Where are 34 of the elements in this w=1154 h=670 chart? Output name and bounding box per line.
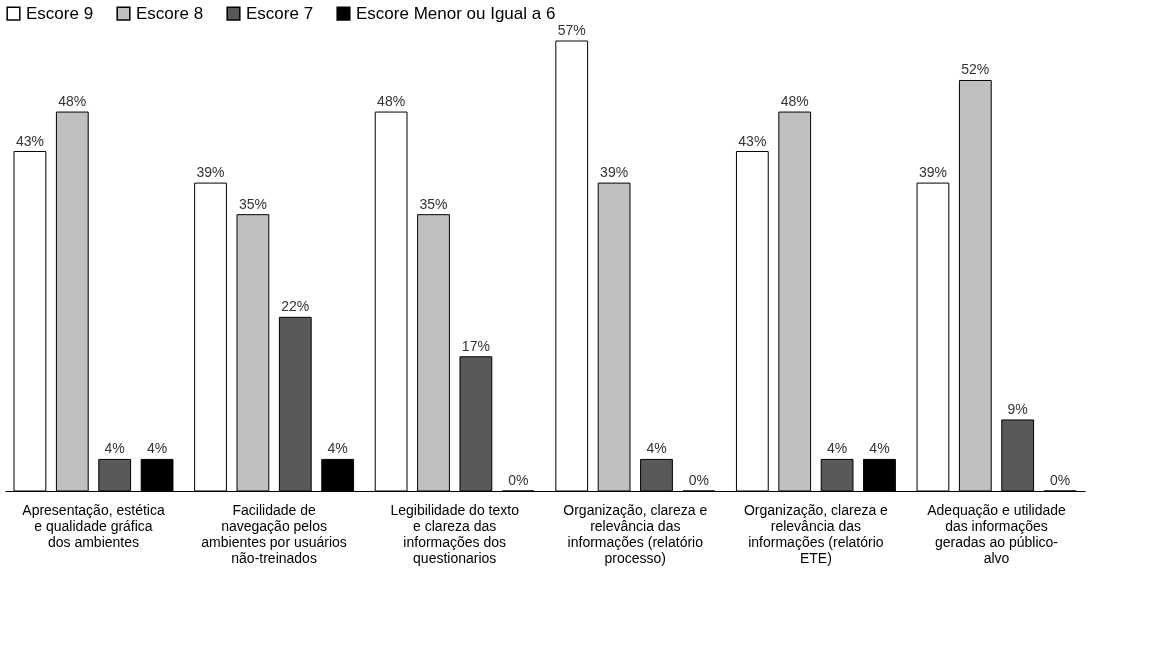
legend-label: Escore 7 [246, 3, 314, 23]
data-label: 4% [869, 440, 890, 457]
data-label: 4% [826, 440, 848, 457]
data-label: 48% [780, 93, 809, 110]
x-tick-label: Adequação e utilidade das informações geradas ao público-alvo [927, 501, 1066, 566]
legend-label: Escore Menor ou Igual a 6 [356, 3, 556, 23]
data-label: 4% [104, 440, 125, 457]
data-label: 35% [238, 195, 267, 212]
data-label: 17% [461, 337, 490, 354]
data-label: 52% [961, 61, 990, 78]
legend-label: Escore 9 [26, 3, 94, 23]
data-label: 4% [327, 440, 348, 457]
data-label: 48% [377, 93, 406, 110]
x-tick-label: Organização, clareza e relevância das informações (relatório processo) [563, 501, 708, 566]
data-label: 9% [1007, 400, 1028, 417]
data-label: 4% [146, 440, 168, 457]
data-label: 43% [15, 132, 44, 149]
data-label: 39% [600, 164, 629, 181]
data-label: 0% [1049, 472, 1071, 488]
data-label: 0% [688, 472, 709, 488]
data-label: 0% [508, 472, 529, 488]
x-tick-label: Legibilidade do texto e clareza das informações dos questionarios [390, 501, 520, 566]
data-label: 39% [918, 164, 947, 181]
data-label: 35% [419, 195, 448, 212]
data-label: 48% [58, 93, 87, 110]
data-label: 43% [738, 132, 767, 149]
data-label: 57% [557, 22, 586, 38]
data-label: 22% [281, 298, 310, 315]
x-tick-label: Organização, clareza e relevância das informações (relatório ETE) [743, 501, 889, 566]
data-label: 39% [196, 164, 225, 181]
legend-label: Escore 8 [136, 3, 204, 23]
data-label: 4% [646, 440, 667, 457]
x-tick-label: Apresentação, estética e qualidade gráfica dos ambientes [22, 501, 165, 550]
x-tick-label: Facilidade de navegação pelos ambientes por usuários não-treinados [201, 501, 347, 566]
